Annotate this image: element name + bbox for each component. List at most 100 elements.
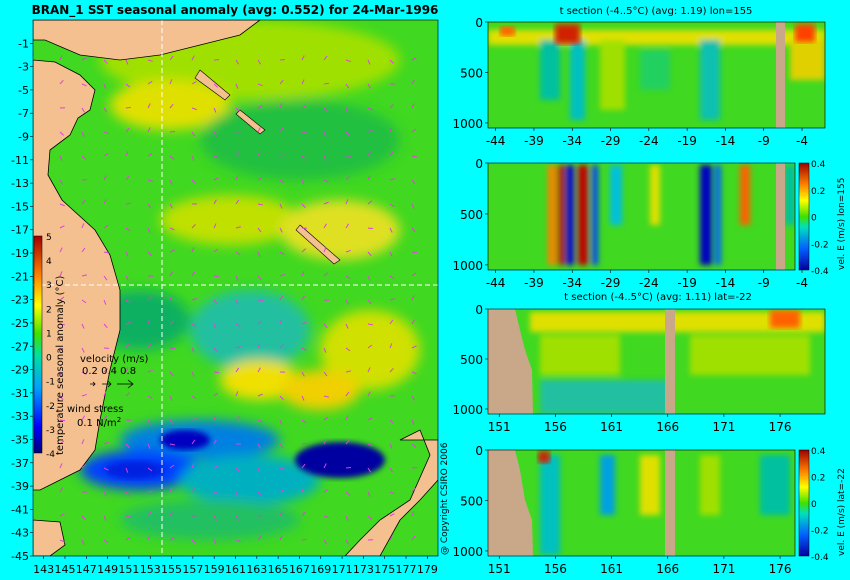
velocity-arrow [125,127,130,133]
velocity-arrow [323,272,329,277]
velocity-arrow [323,347,327,353]
velocity-arrow [345,223,350,229]
velocity-arrow [125,515,131,518]
velocity-arrow [191,539,197,544]
velocity-arrow [191,81,197,85]
velocity-arrow [411,295,415,301]
velocity-arrow [257,367,261,373]
map-y-tick-label: -19 [11,247,29,260]
velocity-arrow [345,107,349,113]
velocity-arrow [125,175,130,181]
velocity-arrow [367,107,373,111]
velocity-arrow [59,463,63,469]
velocity-arrow [125,202,132,205]
velocity-arrow [169,103,174,109]
map-y-tick-label: -13 [11,177,29,190]
velocity-arrow [345,299,349,305]
velocity-arrow [235,323,241,328]
velocity-arrow [301,104,307,109]
velocity-arrow [279,127,284,133]
velocity-arrow [147,296,152,301]
velocity-arrow [411,443,417,448]
velocity-arrow [279,467,285,470]
velocity-arrow [213,223,217,229]
velocity-arrow [301,203,306,209]
velocity-arrow [103,515,107,521]
sst-colorbar-tick: 4 [46,257,52,267]
section-x-tick-label: -24 [639,276,659,290]
velocity-arrow [279,154,285,157]
velocity-arrow [81,393,87,397]
section-x-tick-label: 166 [656,562,679,576]
vel-section-lon155: 0.4 0.2 0 -0.2 -0.4 vel. E (m/s) lon=155 0 50… [452,157,847,290]
velocity-arrow [323,82,330,85]
velocity-arrow [59,247,63,253]
velocity-arrow [81,371,87,375]
panel4-x-ticks: 151 156 161 166 171 176 [488,556,792,576]
velocity-arrow [235,151,240,157]
map-y-tick-label: -25 [11,317,29,330]
velocity-arrow [59,131,64,136]
panel4-y-ticks: 0 500 1000 [452,444,488,559]
velocity-arrow [257,299,264,302]
velocity-arrow [169,179,173,185]
map-y-tick-label: -7 [18,107,29,120]
section-x-tick-label: -4 [796,276,808,290]
velocity-arrow [367,59,371,65]
velocity-arrow [191,271,196,277]
map-y-tick-label: -27 [11,340,29,353]
section-x-tick-label: 171 [712,420,735,434]
velocity-arrow [257,467,261,473]
velocity-arrow [345,491,351,496]
velocity-arrow [323,539,328,545]
velocity-arrow [235,175,239,181]
velocity-arrow [301,487,305,493]
velocity-arrow [411,57,417,61]
velocity-arrow [323,107,329,112]
velocity-arrow [147,443,151,449]
section-x-tick-label: -39 [524,134,544,148]
velocity-arrow [81,247,86,253]
velocity-arrow [169,537,175,541]
velocity-arrow [59,419,66,422]
map-y-tick-label: -17 [11,224,29,237]
map-y-tick-label: -23 [11,294,29,307]
velocity-arrow [125,392,131,397]
panel3-y-ticks: 0 500 1000 [452,303,488,417]
velocity-arrow [81,199,86,205]
velocity-arrow [169,79,173,85]
velocity-arrow [103,107,108,113]
velocity-arrow [389,275,395,280]
map-x-tick-label: 153 [140,563,161,576]
section-y-tick-label: 0 [475,444,483,458]
velocity-arrow [389,151,394,157]
velocity-arrow [235,251,241,256]
velocity-arrow [257,227,262,233]
velocity-arrow [147,179,153,182]
map-y-tick-label: -1 [18,37,29,50]
map-x-tick-label: 161 [225,563,246,576]
velocity-arrow [191,107,197,111]
velocity-arrow [103,275,108,281]
vel-colorbar-tick: 0.2 [811,187,825,197]
velocity-arrow [59,55,63,61]
section-x-tick-label: -19 [677,134,697,148]
velocity-arrow [147,511,152,517]
velocity-arrow [279,488,285,493]
section-x-tick-label: -34 [562,276,582,290]
section-y-tick-label: 500 [460,494,483,508]
sst-colorbar-tick: 5 [46,233,52,243]
map-x-tick-label: 163 [246,563,267,576]
velocity-arrow [213,465,219,469]
velocity-arrow [235,59,239,65]
velocity-arrow [147,419,151,425]
velocity-arrow [191,323,197,328]
velocity-arrow [367,367,371,373]
velocity-arrow [59,271,63,277]
velocity-legend-label: velocity (m/s) [80,354,148,365]
map-title: BRAN_1 SST seasonal anomaly (avg: 0.552)… [32,3,439,18]
map-y-tick-label: -9 [18,131,29,144]
velocity-arrow [59,395,64,401]
velocity-arrow [213,392,219,397]
velocity-arrow [411,79,415,85]
